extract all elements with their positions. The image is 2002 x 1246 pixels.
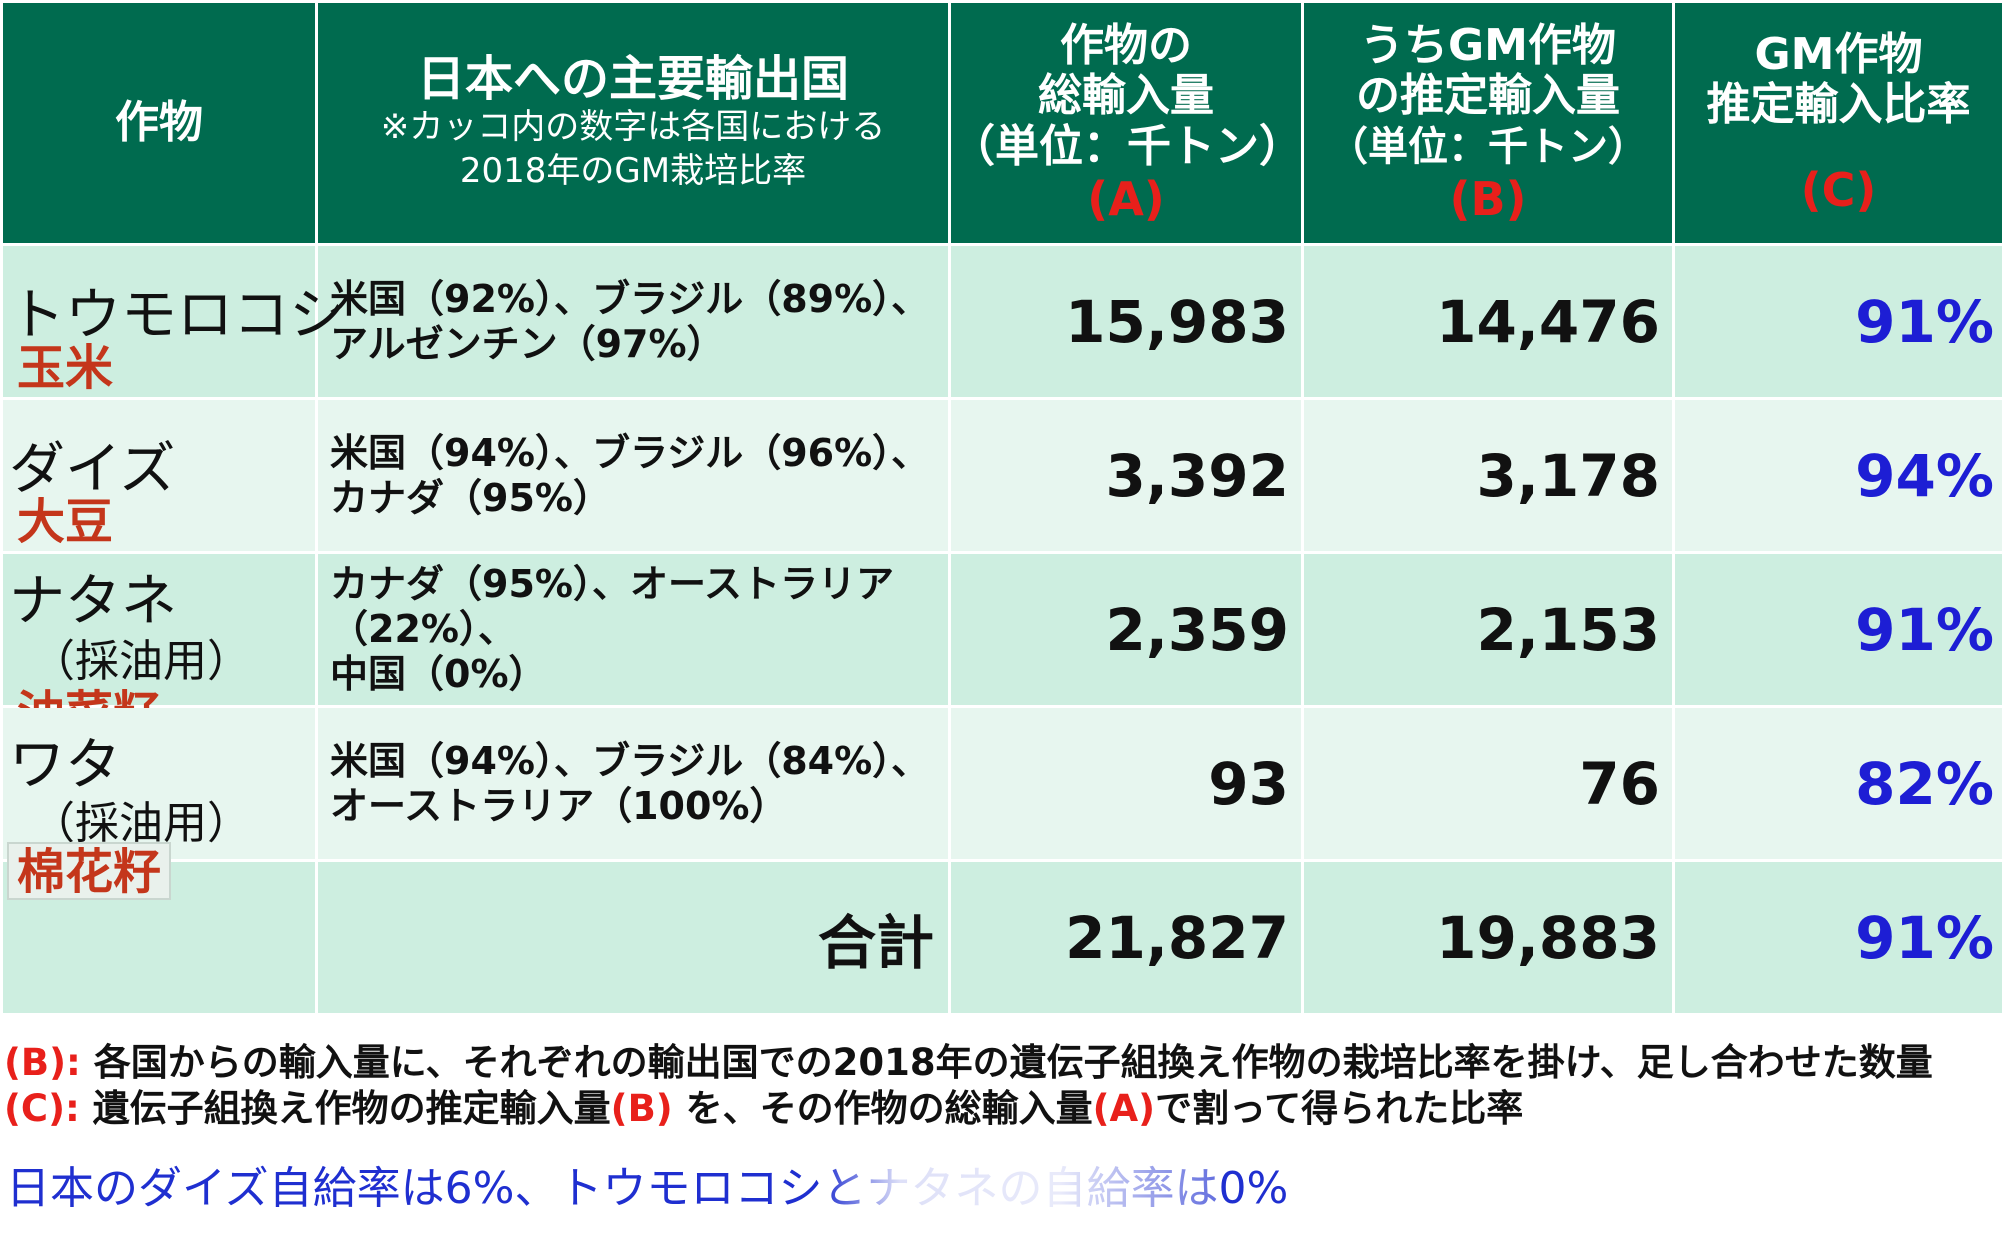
exporters-cell: 米国（92%）、ブラジル（89%）、 アルゼンチン（97%）	[315, 243, 951, 400]
total-import-value: 15,983	[948, 243, 1304, 400]
table-row-cotton: ワタ （採油用） 棉花籽 米国（94%）、ブラジル（84%）、 オーストラリア（…	[0, 705, 2002, 900]
note-b: (B): 各国からの輸入量に、それぞれの輸出国での2018年の遺伝子組換え作物の…	[4, 1040, 1994, 1086]
exporters-cell: カナダ（95%）、オーストラリア （22%）、 中国（0%）	[315, 551, 951, 708]
crop-chinese-name: 大豆	[17, 494, 114, 550]
header-gm-line1: うちGM作物	[1360, 20, 1616, 71]
header-ratio-tag: (C)	[1800, 163, 1877, 217]
header-gm-ratio: GM作物 推定輸入比率 (C)	[1672, 0, 2002, 246]
header-total-import: 作物の 総輸入量 （単位：千トン） (A)	[948, 0, 1304, 246]
header-exporters-note1: ※カッコ内の数字は各国における	[380, 107, 886, 147]
gm-import-value: 2,153	[1301, 551, 1675, 708]
crop-name: ナタネ	[9, 569, 177, 634]
gm-import-value: 3,178	[1301, 397, 1675, 554]
table-row-rapeseed: ナタネ （採油用） 油菜籽 カナダ（95%）、オーストラリア （22%）、 中国…	[0, 551, 2002, 740]
exporters-line1: カナダ（95%）、オーストラリア	[330, 562, 895, 606]
note-c-tag: (C):	[4, 1087, 80, 1130]
exporters-line1: 米国（92%）、ブラジル（89%）、	[330, 276, 930, 321]
table-row-corn: トウモロコシ 玉米 米国（92%）、ブラジル（89%）、 アルゼンチン（97%）…	[0, 243, 2002, 400]
header-gm-line2: の推定輸入量	[1356, 70, 1620, 121]
header-exporters: 日本への主要輸出国 ※カッコ内の数字は各国における 2018年のGM栽培比率	[315, 0, 951, 246]
crop-use: （採油用）	[31, 798, 251, 849]
crop-cell: ダイズ 大豆	[0, 397, 318, 554]
gm-ratio-value: 94%	[1672, 397, 2002, 554]
total-import-sum: 21,827	[948, 859, 1304, 1016]
exporters-cell: 米国（94%）、ブラジル（84%）、 オーストラリア（100%）	[315, 705, 951, 862]
header-gm-tag: (B)	[1449, 172, 1527, 226]
table-row-total: 合計 21,827 19,883 91%	[0, 859, 2002, 1016]
note-c-b-ref: (B)	[610, 1087, 673, 1130]
exporters-line1: 米国（94%）、ブラジル（84%）、	[330, 738, 930, 783]
header-gm-import: うちGM作物 の推定輸入量 （単位：千トン） (B)	[1301, 0, 1675, 246]
crop-cell: トウモロコシ 玉米	[0, 243, 345, 400]
exporters-line2: オーストラリア（100%）	[330, 783, 788, 828]
gm-ratio-value: 91%	[1672, 243, 2002, 400]
note-c-text3: で割って得られた比率	[1155, 1087, 1524, 1130]
crop-cell: ナタネ （採油用） 油菜籽	[0, 551, 318, 740]
exporters-cell: 米国（94%）、ブラジル（96%）、 カナダ（95%）	[315, 397, 951, 554]
exporters-line2: アルゼンチン（97%）	[330, 321, 725, 366]
crop-cell: ワタ （採油用） 棉花籽	[0, 705, 318, 900]
header-ratio-line1: GM作物	[1754, 29, 1923, 80]
crop-use: （採油用）	[31, 636, 251, 687]
header-row: 作物 日本への主要輸出国 ※カッコ内の数字は各国における 2018年のGM栽培比…	[0, 0, 2002, 246]
header-exporters-note2: 2018年のGM栽培比率	[459, 151, 807, 191]
note-b-tag: (B):	[4, 1041, 81, 1084]
header-exporters-title: 日本への主要輸出国	[416, 51, 849, 107]
total-import-value: 2,359	[948, 551, 1304, 708]
note-c-text1: 遺伝子組換え作物の推定輸入量	[79, 1087, 611, 1130]
exporters-line3: 中国（0%）	[330, 652, 547, 696]
gm-ratio-total: 91%	[1672, 859, 2002, 1016]
header-crop: 作物	[0, 0, 318, 246]
header-total-line1: 作物の	[1060, 20, 1192, 71]
note-c-a-ref: (A)	[1092, 1087, 1156, 1130]
header-total-unit: （単位：千トン）	[951, 121, 1303, 172]
header-ratio-line2: 推定輸入比率	[1706, 79, 1971, 130]
watermark-overlay	[820, 1148, 1220, 1210]
gm-import-sum: 19,883	[1301, 859, 1675, 1016]
total-label: 合計	[315, 859, 951, 1016]
header-crop-label: 作物	[115, 97, 203, 148]
note-b-text: 各国からの輸入量に、それぞれの輸出国での2018年の遺伝子組換え作物の栽培比率を…	[80, 1041, 1933, 1084]
gm-import-table: 作物 日本への主要輸出国 ※カッコ内の数字は各国における 2018年のGM栽培比…	[0, 0, 2002, 1016]
gm-import-value: 76	[1301, 705, 1675, 862]
header-gm-unit: （単位：千トン）	[1328, 124, 1648, 170]
header-total-tag: (A)	[1087, 172, 1165, 226]
gm-import-value: 14,476	[1301, 243, 1675, 400]
crop-name: ワタ	[9, 733, 121, 798]
footnotes: (B): 各国からの輸入量に、それぞれの輸出国での2018年の遺伝子組換え作物の…	[4, 1040, 1994, 1132]
gm-ratio-value: 91%	[1672, 551, 2002, 708]
crop-name: ダイズ	[9, 437, 176, 502]
crop-chinese-name: 玉米	[17, 340, 114, 396]
crop-chinese-name: 棉花籽	[7, 842, 172, 900]
exporters-line2: （22%）、	[330, 607, 516, 651]
total-import-value: 3,392	[948, 397, 1304, 554]
exporters-line1: 米国（94%）、ブラジル（96%）、	[330, 430, 930, 475]
note-c: (C): 遺伝子組換え作物の推定輸入量(B) を、その作物の総輸入量(A)で割っ…	[4, 1086, 1994, 1132]
exporters-line2: カナダ（95%）	[330, 475, 611, 520]
table-row-soybean: ダイズ 大豆 米国（94%）、ブラジル（96%）、 カナダ（95%） 3,392…	[0, 397, 2002, 554]
crop-name: トウモロコシ	[9, 283, 345, 348]
gm-ratio-value: 82%	[1672, 705, 2002, 862]
total-import-value: 93	[948, 705, 1304, 862]
header-total-line2: 総輸入量	[1038, 70, 1214, 121]
note-c-text2: を、その作物の総輸入量	[672, 1087, 1093, 1130]
